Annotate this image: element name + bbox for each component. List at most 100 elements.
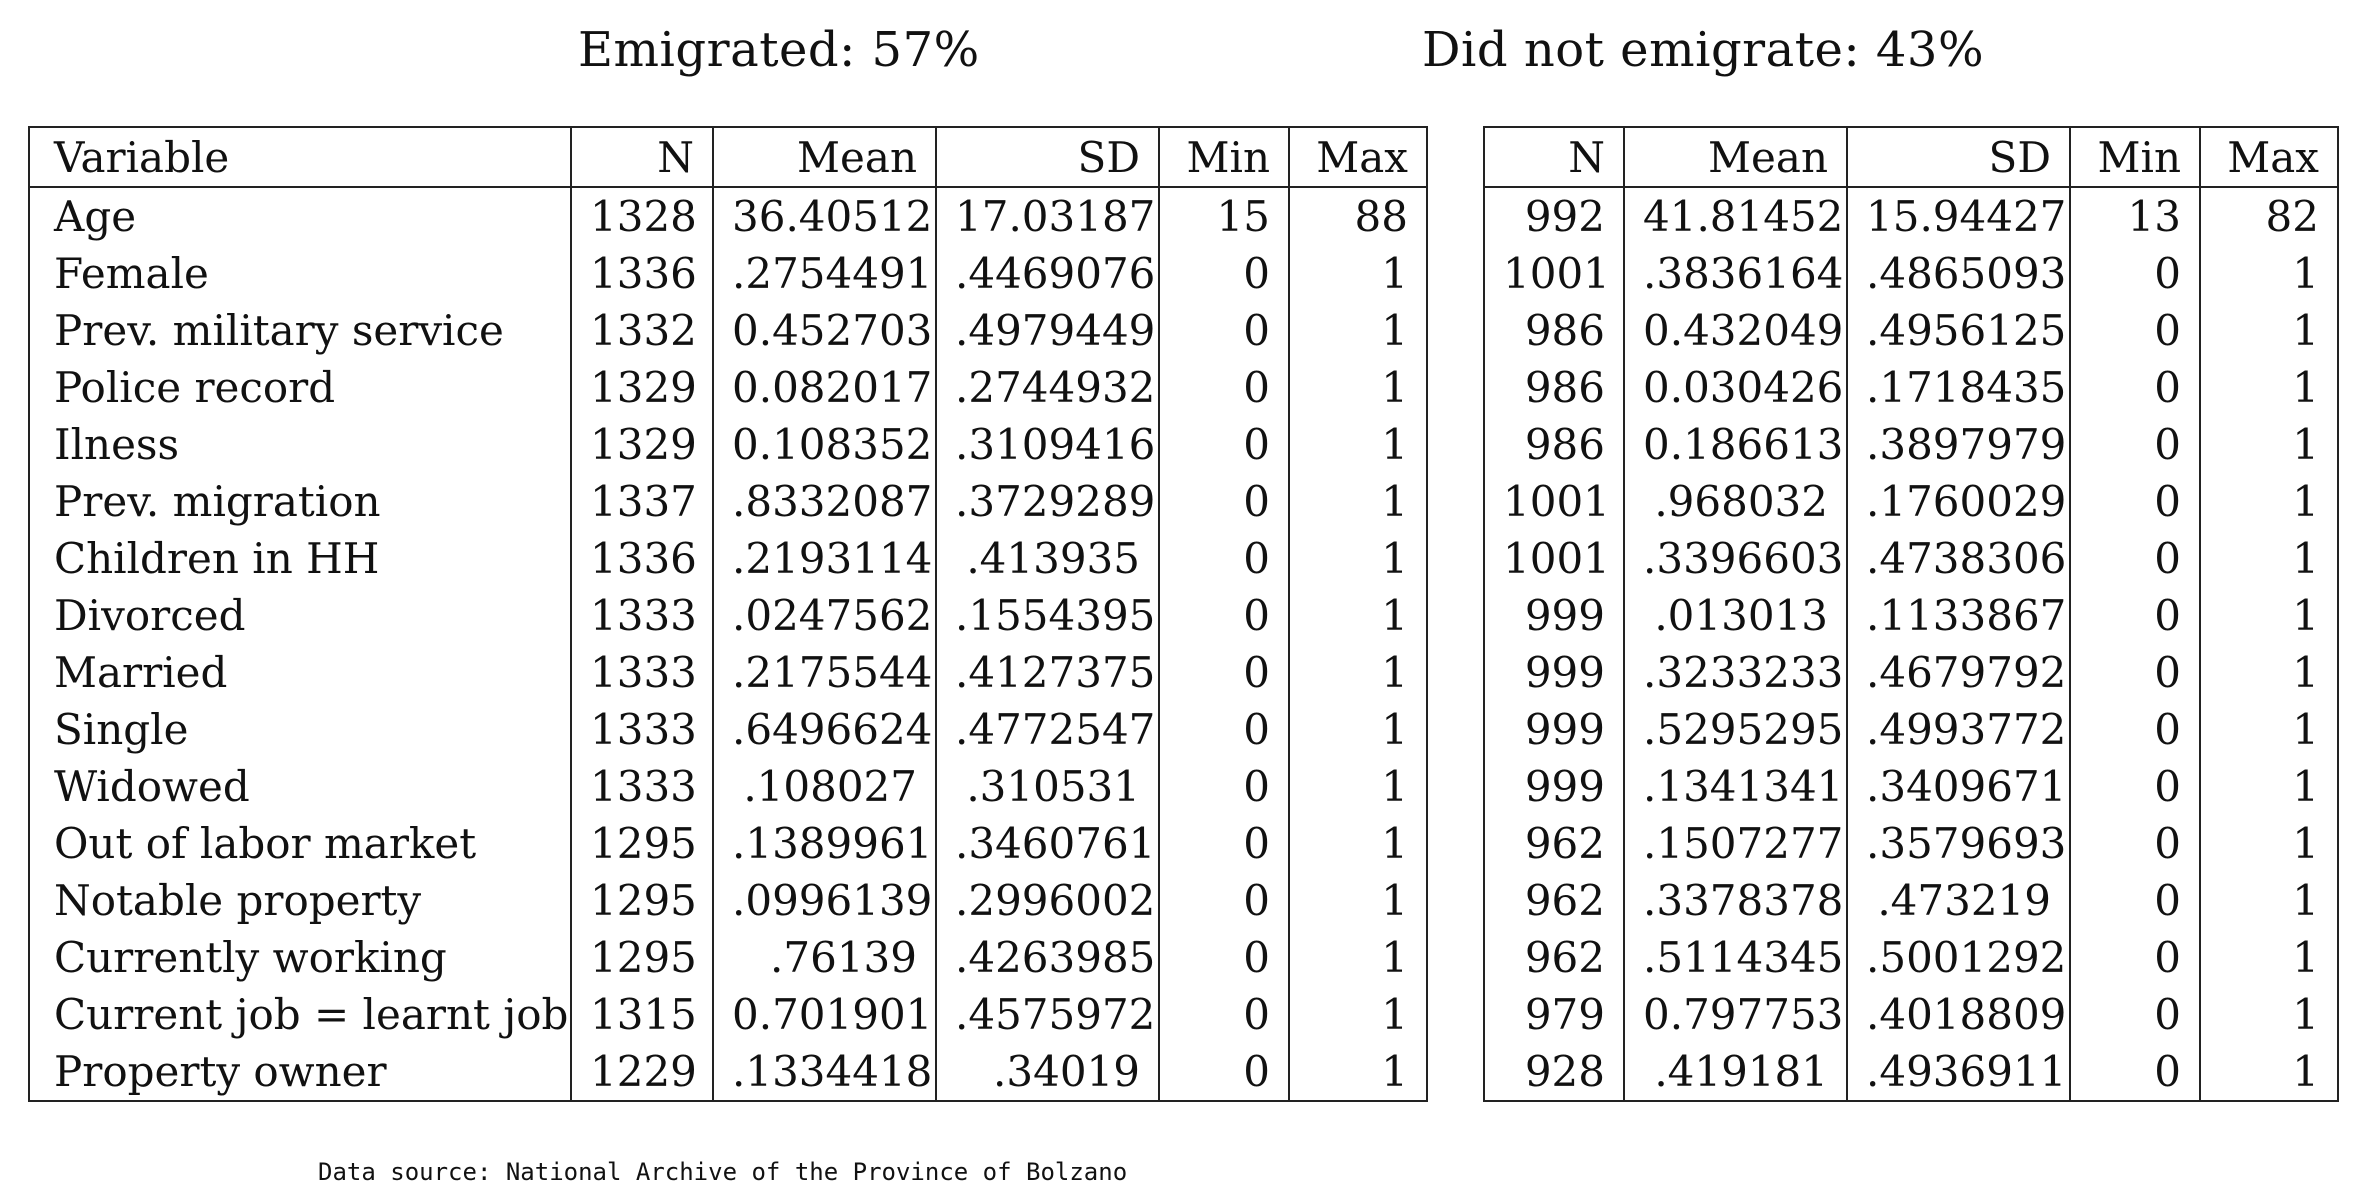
value-cell: .3396603 (1623, 530, 1848, 587)
value-cell: 1 (2199, 530, 2339, 587)
value-cell: .3109416 (935, 416, 1160, 473)
value-cell: 0.082017 (712, 359, 937, 416)
value-cell: .4865093 (1846, 245, 2071, 302)
value-cell: 1 (1288, 1043, 1428, 1102)
value-cell: 15.94427 (1846, 187, 2071, 245)
value-cell: 0 (1158, 986, 1290, 1043)
table-row: Children in HH 1336.2193114.413935 0 1 (28, 530, 1428, 587)
value-cell: .0247562 (712, 587, 937, 644)
value-cell: 1 (1288, 587, 1428, 644)
value-cell: 17.03187 (935, 187, 1160, 245)
value-cell: 1336 (570, 245, 714, 302)
value-cell: 1 (1288, 872, 1428, 929)
value-cell: .013013 (1623, 587, 1848, 644)
variable-name-cell: Current job = learnt job (28, 986, 572, 1043)
value-cell: 0 (1158, 644, 1290, 701)
value-cell: .4936911 (1846, 1043, 2071, 1102)
value-cell: 1 (1288, 644, 1428, 701)
value-cell: .5001292 (1846, 929, 2071, 986)
value-cell: 1 (2199, 359, 2339, 416)
variable-name-cell: Currently working (28, 929, 572, 986)
value-cell: 36.40512 (712, 187, 937, 245)
value-cell: 992 (1483, 187, 1625, 245)
value-cell: 1 (2199, 986, 2339, 1043)
value-cell: 1 (2199, 1043, 2339, 1102)
not-emigrated-heading: Did not emigrate: 43% (1422, 22, 1985, 78)
value-cell: 1315 (570, 986, 714, 1043)
value-cell: 0 (2069, 872, 2201, 929)
table-row: Married 1333.2175544.4127375 0 1 (28, 644, 1428, 701)
variable-name-cell: Prev. military service (28, 302, 572, 359)
value-cell: 0 (2069, 929, 2201, 986)
table-row: 962.5114345.5001292 0 1 (1483, 929, 2339, 986)
data-source-note: Data source: National Archive of the Pro… (318, 1158, 1128, 1186)
value-cell: 0 (1158, 701, 1290, 758)
value-cell: 1 (2199, 701, 2339, 758)
value-cell: .0996139 (712, 872, 937, 929)
value-cell: 1295 (570, 872, 714, 929)
value-cell: 1 (2199, 758, 2339, 815)
value-cell: .3409671 (1846, 758, 2071, 815)
value-cell: 1 (1288, 302, 1428, 359)
value-cell: 82 (2199, 187, 2339, 245)
emigrated-body: Age 1328 36.40512 17.03187 15 88 Female 1336.27… (28, 187, 1428, 1102)
value-cell: 1 (2199, 245, 2339, 302)
value-cell: 0 (2069, 587, 2201, 644)
not-emigrated-body: 992 41.81452 15.94427 13 82 1001.3836164.4865… (1483, 187, 2339, 1102)
value-cell: 1 (1288, 416, 1428, 473)
value-cell: 1295 (570, 815, 714, 872)
value-cell: .76139 (712, 929, 937, 986)
emigrated-header-row: Variable N Mean SD Min Max (28, 126, 1428, 188)
value-cell: 0 (2069, 245, 2201, 302)
not-emigrated-table: N Mean SD Min Max 992 41.81452 15.94427 13 82 100… (1483, 126, 2339, 1102)
value-cell: .1554395 (935, 587, 1160, 644)
value-cell: .4127375 (935, 644, 1160, 701)
value-cell: .1760029 (1846, 473, 2071, 530)
value-cell: .8332087 (712, 473, 937, 530)
value-cell: 1001 (1483, 473, 1625, 530)
value-cell: 1 (1288, 929, 1428, 986)
value-cell: .6496624 (712, 701, 937, 758)
value-cell: 1333 (570, 758, 714, 815)
value-cell: 986 (1483, 302, 1625, 359)
value-cell: 1 (2199, 302, 2339, 359)
column-header: Variable (28, 126, 572, 188)
value-cell: 41.81452 (1623, 187, 1848, 245)
value-cell: .2754491 (712, 245, 937, 302)
variable-name-cell: Notable property (28, 872, 572, 929)
value-cell: 1332 (570, 302, 714, 359)
table-row: Out of labor market 1295.1389961.3460761 0… (28, 815, 1428, 872)
table-row: Single 1333.6496624.4772547 0 1 (28, 701, 1428, 758)
value-cell: 999 (1483, 587, 1625, 644)
value-cell: 0 (1158, 302, 1290, 359)
value-cell: 1 (2199, 872, 2339, 929)
value-cell: .5295295 (1623, 701, 1848, 758)
column-header: Min (1158, 126, 1290, 188)
value-cell: .2996002 (935, 872, 1160, 929)
value-cell: .4979449 (935, 302, 1160, 359)
value-cell: 0.030426 (1623, 359, 1848, 416)
value-cell: 1329 (570, 359, 714, 416)
value-cell: .3729289 (935, 473, 1160, 530)
table-row: Notable property 1295.0996139.2996002 0 1 (28, 872, 1428, 929)
table-row: 992 41.81452 15.94427 13 82 (1483, 187, 2339, 245)
emigrated-table: Variable N Mean SD Min Max Age 1328 36.40512 17.… (28, 126, 1428, 1102)
value-cell: 0 (1158, 815, 1290, 872)
table-row: 999.1341341.3409671 0 1 (1483, 758, 2339, 815)
value-cell: 979 (1483, 986, 1625, 1043)
table-row: 928.419181.4936911 0 1 (1483, 1043, 2339, 1102)
column-header: N (570, 126, 714, 188)
column-header: Mean (1623, 126, 1848, 188)
value-cell: 1337 (570, 473, 714, 530)
table-row: 986 0.186613.3897979 0 1 (1483, 416, 2339, 473)
value-cell: .310531 (935, 758, 1160, 815)
value-cell: .4018809 (1846, 986, 2071, 1043)
variable-name-cell: Out of labor market (28, 815, 572, 872)
table-row: 979 0.797753.4018809 0 1 (1483, 986, 2339, 1043)
table-row: 999.013013.1133867 0 1 (1483, 587, 2339, 644)
value-cell: 0 (2069, 986, 2201, 1043)
value-cell: 0 (2069, 416, 2201, 473)
value-cell: 1333 (570, 587, 714, 644)
table-row: 962.3378378.473219 0 1 (1483, 872, 2339, 929)
table-row: 962.1507277.3579693 0 1 (1483, 815, 2339, 872)
